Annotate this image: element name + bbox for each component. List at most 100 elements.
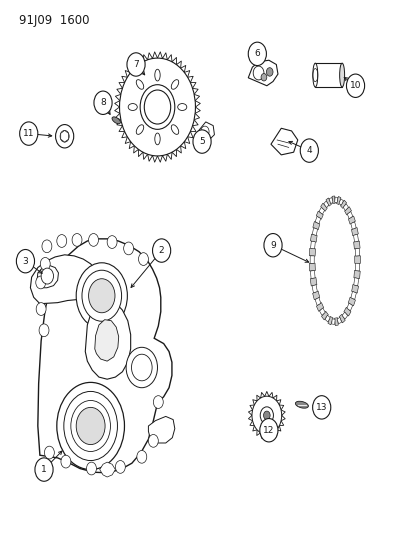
Circle shape	[253, 66, 263, 80]
Circle shape	[152, 239, 170, 262]
Polygon shape	[323, 201, 328, 207]
Circle shape	[127, 53, 145, 76]
Polygon shape	[325, 198, 330, 206]
Circle shape	[263, 233, 281, 257]
Circle shape	[119, 58, 195, 156]
Circle shape	[263, 411, 269, 419]
Polygon shape	[95, 320, 119, 361]
Polygon shape	[328, 198, 332, 204]
Polygon shape	[347, 216, 354, 224]
Circle shape	[88, 233, 98, 246]
Ellipse shape	[136, 79, 143, 89]
Circle shape	[137, 450, 146, 463]
Circle shape	[82, 270, 121, 321]
Text: 1: 1	[41, 465, 47, 474]
Ellipse shape	[171, 79, 178, 89]
Polygon shape	[311, 285, 317, 293]
Polygon shape	[310, 270, 314, 278]
Polygon shape	[344, 207, 351, 215]
Circle shape	[266, 68, 272, 76]
Circle shape	[248, 42, 266, 66]
Polygon shape	[353, 241, 359, 249]
Circle shape	[131, 354, 152, 381]
Circle shape	[259, 418, 277, 442]
Polygon shape	[338, 199, 342, 205]
Circle shape	[36, 276, 45, 289]
Circle shape	[42, 240, 52, 253]
Circle shape	[94, 91, 112, 115]
Text: 10: 10	[349, 81, 361, 90]
Circle shape	[346, 74, 364, 98]
Polygon shape	[347, 297, 355, 306]
Circle shape	[41, 268, 53, 284]
Text: 91J09  1600: 91J09 1600	[19, 14, 90, 27]
Circle shape	[140, 85, 174, 130]
Polygon shape	[114, 52, 200, 162]
Polygon shape	[248, 391, 285, 439]
Polygon shape	[100, 462, 115, 477]
Text: 3: 3	[23, 257, 28, 265]
Ellipse shape	[154, 69, 160, 81]
Polygon shape	[353, 270, 359, 279]
Polygon shape	[350, 292, 356, 300]
Polygon shape	[318, 207, 324, 214]
Circle shape	[76, 263, 127, 329]
Polygon shape	[351, 285, 358, 293]
Circle shape	[115, 461, 125, 473]
Circle shape	[76, 407, 105, 445]
Circle shape	[153, 395, 163, 408]
Polygon shape	[310, 241, 315, 249]
Text: 11: 11	[23, 129, 34, 138]
Circle shape	[126, 348, 157, 387]
Circle shape	[40, 257, 50, 270]
Ellipse shape	[312, 63, 317, 87]
Ellipse shape	[128, 103, 137, 110]
Circle shape	[260, 407, 273, 424]
Text: 7: 7	[133, 60, 139, 69]
Text: 8: 8	[100, 98, 106, 107]
Circle shape	[88, 279, 115, 313]
Polygon shape	[85, 300, 131, 379]
Polygon shape	[248, 60, 277, 86]
Polygon shape	[197, 122, 214, 140]
Circle shape	[36, 303, 46, 316]
Polygon shape	[309, 263, 315, 271]
Polygon shape	[331, 196, 335, 204]
Circle shape	[252, 396, 281, 434]
Ellipse shape	[339, 63, 344, 87]
Ellipse shape	[294, 401, 308, 408]
Polygon shape	[314, 297, 320, 305]
Circle shape	[35, 458, 53, 481]
Circle shape	[44, 446, 54, 459]
Circle shape	[39, 324, 49, 337]
Polygon shape	[311, 228, 317, 236]
Polygon shape	[351, 228, 358, 236]
Text: 5: 5	[199, 137, 204, 146]
Circle shape	[299, 139, 318, 163]
Polygon shape	[310, 234, 316, 242]
Polygon shape	[148, 416, 174, 443]
Text: 2: 2	[159, 246, 164, 255]
Polygon shape	[309, 278, 316, 286]
Polygon shape	[331, 319, 335, 325]
Text: 6: 6	[254, 50, 260, 58]
Polygon shape	[327, 317, 332, 325]
Circle shape	[200, 126, 209, 137]
Circle shape	[57, 235, 66, 247]
Ellipse shape	[154, 133, 160, 145]
Polygon shape	[321, 311, 328, 320]
Text: 9: 9	[270, 241, 275, 250]
Circle shape	[57, 382, 124, 470]
Circle shape	[312, 395, 330, 419]
Polygon shape	[354, 256, 360, 263]
Polygon shape	[334, 197, 337, 203]
Circle shape	[86, 462, 96, 475]
Polygon shape	[339, 200, 346, 208]
Polygon shape	[319, 308, 325, 316]
Polygon shape	[353, 278, 358, 286]
Polygon shape	[346, 303, 352, 311]
Circle shape	[61, 455, 71, 468]
Polygon shape	[270, 128, 297, 155]
Polygon shape	[320, 203, 327, 211]
Circle shape	[192, 130, 211, 154]
